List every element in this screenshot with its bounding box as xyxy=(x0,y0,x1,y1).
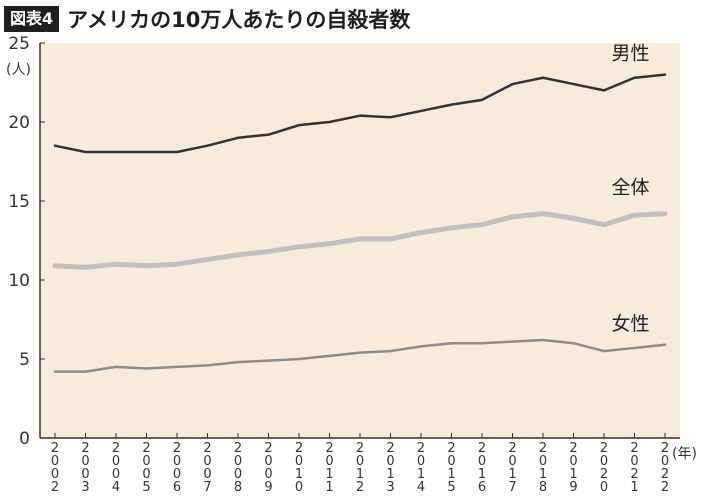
series-label: 全体 xyxy=(611,177,649,199)
y-axis-unit-label: (人) xyxy=(6,62,31,78)
y-tick-label: 15 xyxy=(8,192,30,212)
series-label: 男性 xyxy=(611,43,649,65)
y-tick-label: 25 xyxy=(8,34,30,54)
y-tick-label: 10 xyxy=(8,271,30,291)
y-tick-label: 20 xyxy=(8,113,30,133)
axes: 0 5 10 15 20 25 2 0 0 2 2 0 0 3 2 0 0 4 2 0 0 5 2 0 0 6 2 0 0 7 2 0 0 8 2 0… xyxy=(8,34,680,495)
y-tick-label: 0 xyxy=(19,429,30,449)
series-label: 女性 xyxy=(611,313,649,335)
y-tick-label: 5 xyxy=(19,350,30,370)
series-line xyxy=(53,73,667,154)
series-line xyxy=(53,338,667,373)
x-axis-unit-label: (年) xyxy=(672,446,697,462)
figure-number-badge: 図表4 xyxy=(4,6,60,32)
chart-title: アメリカの10万人あたりの自殺者数 xyxy=(67,8,411,32)
figure-header: 図表4 アメリカの10万人あたりの自殺者数 xyxy=(4,4,410,34)
series-line xyxy=(52,211,668,270)
